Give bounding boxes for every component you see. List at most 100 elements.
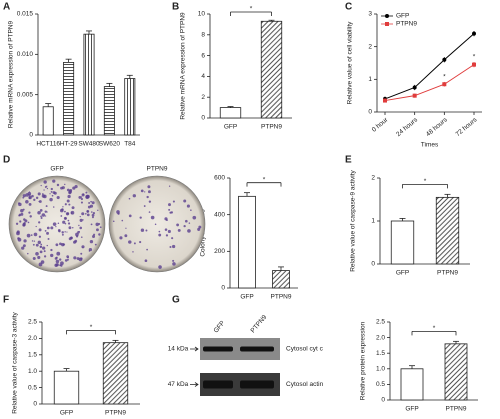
colony [46, 231, 49, 235]
y-tick-label: 3 [368, 11, 372, 18]
colony [99, 226, 102, 229]
colony [38, 200, 42, 203]
arrow [190, 346, 199, 352]
colony [40, 216, 43, 219]
colony [63, 216, 67, 220]
colony [164, 228, 168, 231]
colony [35, 251, 39, 256]
bar [238, 195, 256, 289]
colony [89, 239, 94, 244]
bar [219, 107, 242, 119]
bar [53, 370, 80, 405]
colony [35, 225, 37, 228]
x-tick-label: 72 hours [455, 116, 479, 138]
colony [186, 204, 190, 208]
bar [435, 196, 460, 265]
x-tick-label: GFP [60, 410, 73, 417]
colony [23, 222, 26, 225]
colony [31, 240, 34, 242]
y-tick-label: 2 [201, 94, 205, 101]
x-tick-label: PTPN9 [261, 124, 282, 131]
colony [17, 237, 20, 240]
colony [74, 184, 78, 189]
bar [102, 342, 129, 405]
colony [60, 261, 64, 266]
colony [145, 229, 148, 232]
point-label: * [443, 74, 446, 81]
colony [21, 246, 25, 250]
colony [68, 226, 72, 230]
x-tick-label: 48 hours [425, 116, 449, 138]
colony [168, 208, 171, 211]
colony [64, 231, 66, 233]
colony [39, 209, 43, 212]
bar [124, 78, 136, 136]
y-tick-label: 0 [33, 401, 37, 408]
colony [52, 191, 56, 194]
colony [128, 197, 131, 200]
colony [80, 252, 83, 255]
band-size: 47 kDa [168, 381, 189, 388]
colony [70, 212, 73, 214]
colony [177, 228, 181, 232]
colony [55, 226, 57, 228]
colony [170, 211, 174, 214]
band-label: Cytosol actin [286, 381, 324, 388]
colony [23, 239, 27, 243]
colony [75, 235, 79, 238]
significance-label: * [424, 178, 427, 185]
colony [56, 251, 61, 256]
colony [67, 219, 70, 222]
colony [64, 210, 66, 213]
colony [38, 228, 42, 232]
bar [63, 62, 75, 136]
colony [166, 219, 168, 221]
dish [108, 175, 206, 273]
colony [59, 264, 62, 267]
colony [15, 222, 19, 225]
colony [40, 245, 42, 248]
x-tick-label: PTPN9 [437, 270, 458, 277]
dish [8, 175, 106, 273]
colony [28, 211, 31, 214]
colony [22, 194, 26, 198]
colony [66, 258, 69, 261]
colony [61, 233, 64, 236]
y-tick-label: 1 [371, 218, 375, 225]
x-tick-label: GFP [240, 294, 253, 301]
legend-label: PTPN9 [396, 21, 417, 28]
colony [28, 202, 32, 206]
colony [172, 262, 176, 266]
colony [32, 256, 36, 261]
y-tick-label: 2.0 [376, 334, 385, 341]
colony [158, 233, 162, 237]
y-tick-label: 2.5 [376, 319, 385, 326]
colony [52, 222, 57, 226]
colony [62, 220, 66, 224]
colony [66, 199, 70, 203]
colony [183, 199, 187, 203]
legend-label: GFP [396, 13, 409, 20]
colony [40, 243, 43, 246]
bar [42, 106, 54, 136]
colony [78, 231, 80, 233]
colony [23, 218, 26, 221]
colony [56, 195, 60, 200]
colony [41, 194, 46, 198]
x-tick-label: 0 hour [371, 116, 390, 134]
colony [67, 194, 71, 199]
panel-letter: D [3, 155, 10, 166]
colony [31, 194, 34, 198]
marker [442, 57, 447, 62]
colony [133, 242, 136, 245]
bar [103, 86, 115, 136]
colony [144, 191, 146, 193]
panel-letter: A [3, 2, 10, 13]
colony [22, 196, 25, 199]
y-tick-label: 1.0 [28, 368, 37, 375]
colony [81, 212, 85, 216]
panel-letter: C [345, 2, 352, 13]
colony [27, 252, 29, 255]
colony [29, 196, 31, 198]
